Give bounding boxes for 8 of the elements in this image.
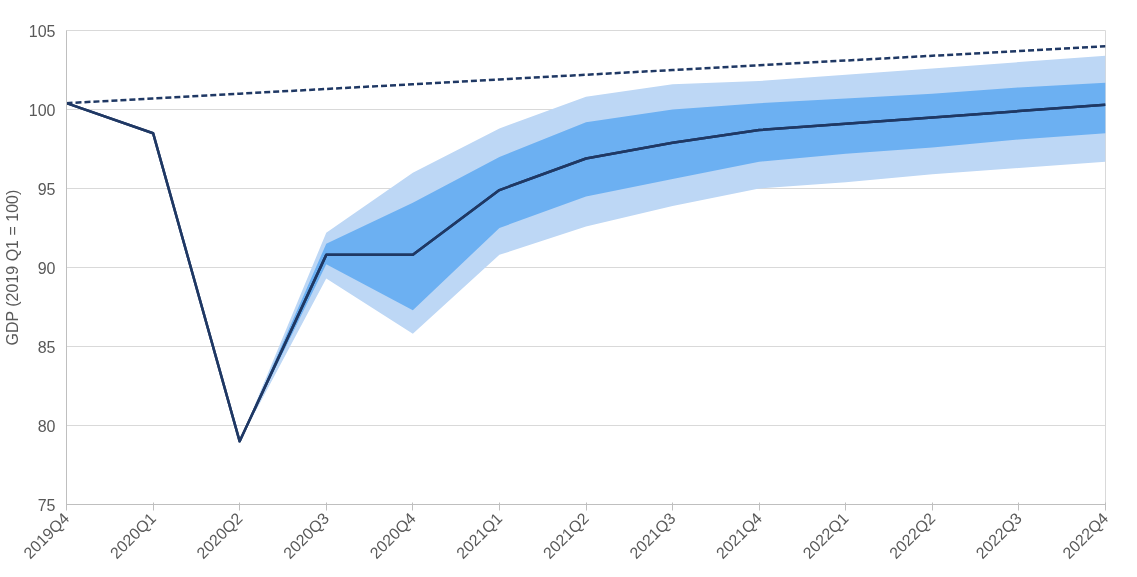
y-tick-label: 80 [37, 417, 56, 435]
y-tick-label: 75 [37, 496, 56, 514]
y-tick-label: 100 [28, 101, 56, 119]
y-tick-label: 90 [37, 259, 56, 277]
y-tick-label: 85 [37, 338, 56, 356]
y-tick-label: 105 [28, 22, 56, 40]
y-tick-label: 95 [37, 180, 56, 198]
y-axis-title: GDP (2019 Q1 = 100) [3, 189, 21, 346]
